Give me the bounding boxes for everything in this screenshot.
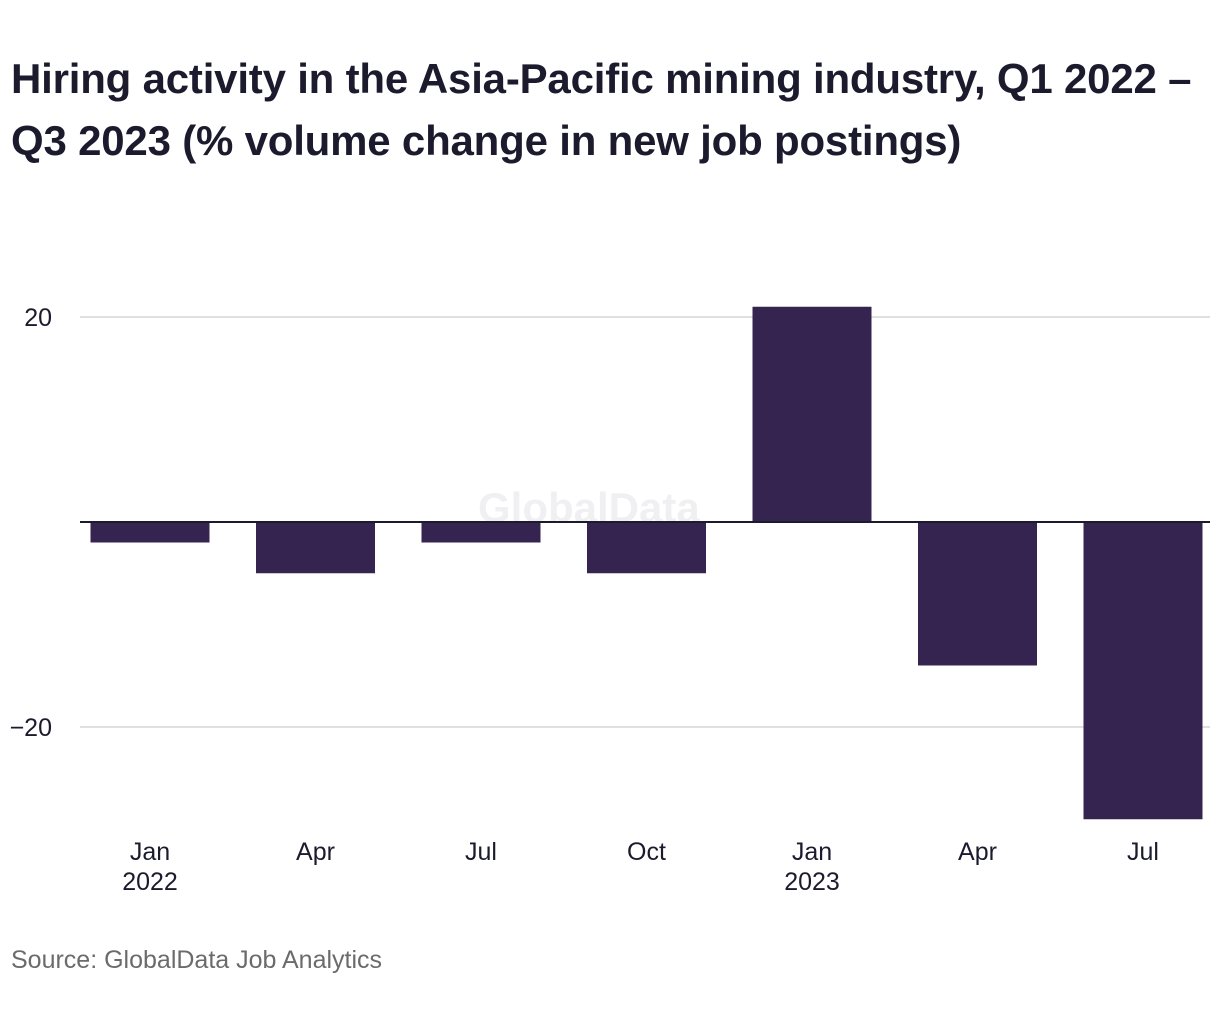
- x-tick-label: Jul: [1127, 838, 1159, 866]
- bars: [90, 306, 1203, 820]
- x-tick-label: Apr: [296, 838, 335, 866]
- bar: [421, 522, 541, 543]
- x-tick-label: Apr: [958, 838, 997, 866]
- x-tick-year-label: 2023: [784, 868, 840, 896]
- bar: [256, 522, 375, 574]
- y-tick-label: −20: [10, 714, 52, 742]
- y-axis-labels: 20 −20: [10, 304, 52, 742]
- x-tick-label: Jul: [465, 838, 497, 866]
- gridlines: [80, 316, 1210, 728]
- bar: [1083, 522, 1203, 820]
- x-tick-label: Jan: [792, 838, 832, 866]
- bar: [90, 522, 210, 543]
- x-tick-label: Jan: [130, 838, 170, 866]
- bar: [918, 522, 1037, 666]
- x-tick-label: Oct: [627, 838, 666, 866]
- y-tick-label: 20: [24, 304, 52, 332]
- bar: [587, 522, 706, 574]
- chart-title: Hiring activity in the Asia-Pacific mini…: [11, 55, 1192, 164]
- bar: [752, 306, 872, 522]
- x-tick-year-label: 2022: [122, 868, 178, 896]
- source-note: Source: GlobalData Job Analytics: [11, 946, 383, 974]
